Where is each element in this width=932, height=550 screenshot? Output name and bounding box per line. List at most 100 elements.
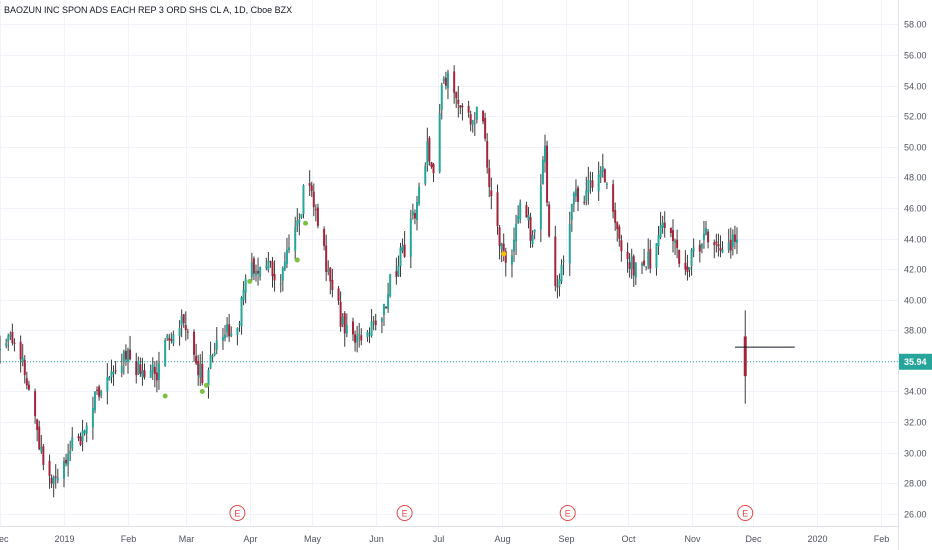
candle-body <box>83 430 86 434</box>
candle-body <box>618 226 621 239</box>
candle-body <box>114 370 117 372</box>
candle-body <box>120 365 123 373</box>
candle-body <box>591 180 594 188</box>
candle-body <box>459 105 462 108</box>
candle-body <box>323 228 326 246</box>
candle-body <box>533 229 536 233</box>
candle-body <box>729 239 732 251</box>
candle-body <box>475 106 478 120</box>
candle-body <box>735 239 738 243</box>
price-tick-label: 50.00 <box>904 143 927 153</box>
candle-body <box>531 235 534 244</box>
candle-body <box>50 477 53 484</box>
candle-body <box>240 297 243 327</box>
candle-body <box>230 333 233 337</box>
chart-title: BAOZUN INC SPON ADS EACH REP 3 ORD SHS C… <box>4 5 292 15</box>
candle-body <box>686 266 689 273</box>
candle-body <box>343 313 346 334</box>
candle-body <box>370 321 373 337</box>
candle-body <box>65 459 68 464</box>
candle-body <box>556 286 559 288</box>
candle-body <box>698 244 701 252</box>
candle-body <box>124 350 127 360</box>
candle-body <box>157 363 160 380</box>
candle-body <box>457 99 460 104</box>
candle-body <box>727 242 730 251</box>
candle-body <box>135 361 138 376</box>
candle-body <box>442 78 445 82</box>
candle-body <box>366 332 369 338</box>
candle-body <box>48 460 51 476</box>
candle-body <box>314 209 317 211</box>
candle-body <box>589 181 592 183</box>
candle-body <box>488 168 491 188</box>
candle-body <box>570 204 573 221</box>
candle-body <box>399 247 402 267</box>
candle-body <box>603 169 606 183</box>
candle-body <box>11 331 14 344</box>
candle-body <box>649 248 652 269</box>
candle-body <box>385 306 388 308</box>
candle-body <box>329 267 332 282</box>
candle-body <box>271 261 274 277</box>
candle-body <box>605 183 608 186</box>
candle-body <box>341 316 344 325</box>
candlestick-series <box>0 65 747 498</box>
dividend-marker <box>294 257 300 263</box>
candle-body <box>484 118 487 139</box>
earnings-marker-label: E <box>742 509 748 519</box>
candle-body <box>149 370 152 378</box>
candle-body <box>110 371 113 378</box>
candle-body <box>583 201 586 203</box>
candle-body <box>527 214 530 221</box>
candle-body <box>285 249 288 264</box>
candle-body <box>143 370 146 378</box>
candle-body <box>461 105 464 107</box>
candle-body <box>137 361 140 374</box>
candle-body <box>733 234 736 242</box>
candle-body <box>354 334 357 343</box>
candle-body <box>242 289 245 301</box>
candle-body <box>700 243 703 249</box>
candle-body <box>250 262 253 278</box>
candle-body <box>597 174 600 192</box>
candle-body <box>440 84 443 111</box>
candle-body <box>426 141 429 166</box>
candle-body <box>647 251 650 266</box>
candle-body <box>395 271 398 277</box>
candle-body <box>325 245 328 273</box>
candle-body <box>418 186 421 204</box>
candle-body <box>19 341 22 360</box>
last-price-tag-bg <box>899 353 932 370</box>
candle-body <box>444 77 447 86</box>
candle-body <box>572 193 575 205</box>
price-tick-label: 28.00 <box>904 479 927 489</box>
candle-body <box>356 335 359 343</box>
time-axis[interactable]: Dec 2019 Feb Mar Apr May Jun Jul Aug Sep Oct Nov Dec… <box>0 534 889 544</box>
price-axis[interactable]: 26.0028.0030.0032.0034.0036.0038.0040.00… <box>904 20 927 520</box>
candle-body <box>562 260 565 263</box>
candle-body <box>244 278 247 293</box>
candle-body <box>36 419 39 431</box>
time-tick-label: Jun <box>369 534 384 544</box>
candle-body <box>34 391 37 417</box>
candle-body <box>409 218 412 257</box>
candle-body <box>692 247 695 251</box>
candle-body <box>438 113 441 173</box>
dividend-marker <box>199 388 205 394</box>
candle-body <box>424 166 427 184</box>
candle-body <box>585 190 588 201</box>
candle-body <box>599 170 602 178</box>
candle-body <box>352 321 355 335</box>
candle-body <box>221 336 224 341</box>
candle-body <box>153 367 156 374</box>
candle-body <box>702 233 705 241</box>
candle-body <box>316 207 319 226</box>
candle-body <box>224 334 227 339</box>
candle-body <box>91 407 94 428</box>
dividend-marker <box>501 251 507 257</box>
candle-body <box>546 145 549 203</box>
time-tick-label: Sep <box>558 534 574 544</box>
